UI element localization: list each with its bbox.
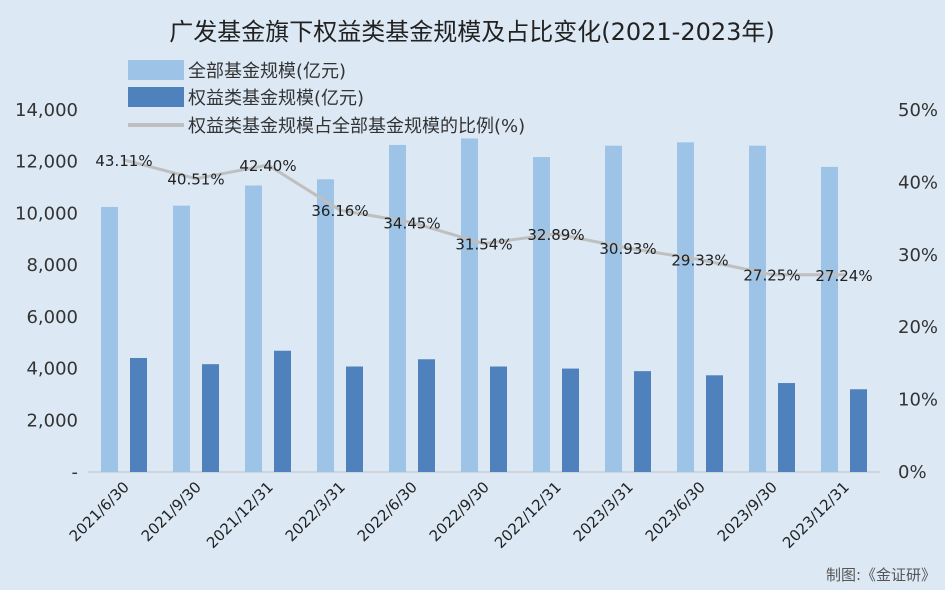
ratio-point-2 [266,163,270,167]
y-left-tick-1: 2,000 [26,410,78,431]
bar-s0-10 [821,166,838,472]
bar-s0-5 [461,138,478,472]
x-tick-7: 2023/3/31 [570,478,637,545]
ratio-line [123,158,845,277]
y-left-tick-6: 12,000 [15,152,78,173]
x-tick-9: 2023/9/30 [714,478,781,545]
pct-label-2: 42.40% [239,157,296,175]
x-tick-8: 2023/6/30 [642,478,709,545]
legend-label-1: 权益类基金规模(亿元) [188,88,364,109]
y-right-tick-1: 10% [898,390,938,411]
bar-s0-0 [101,206,118,472]
ratio-point-1 [194,177,198,181]
pct-label-10: 27.24% [815,267,872,285]
bar-s0-8 [677,142,694,473]
bar-s1-8 [706,375,723,472]
legend-label-2: 权益类基金规模占全部基金规模的比例(%) [188,116,525,137]
y-left-tick-2: 4,000 [26,359,78,380]
bar-s0-2 [245,185,262,472]
ratio-point-7 [626,246,630,250]
bar-s1-2 [274,350,291,472]
legend: 全部基金规模(亿元) 权益类基金规模(亿元) 权益类基金规模占全部基金规模的比例(%… [128,60,525,137]
x-tick-1: 2021/9/30 [138,478,205,545]
legend-swatch-0 [128,60,184,80]
y-left-tick-5: 10,000 [15,203,78,224]
bar-s1-1 [202,364,219,472]
ratio-point-8 [698,258,702,262]
x-tick-0: 2021/6/30 [66,478,133,545]
y-left-tick-4: 8,000 [26,255,78,276]
y-right-tick-5: 50% [898,100,938,121]
ratio-point-9 [770,273,774,277]
y-right-tick-0: 0% [898,462,927,483]
x-tick-3: 2022/3/31 [282,478,349,545]
bar-s1-10 [850,389,867,472]
pct-label-8: 29.33% [671,252,728,270]
source-note: 制图:《金证研》 [826,566,936,584]
bar-s0-4 [389,144,406,472]
legend-label-0: 全部基金规模(亿元) [188,61,346,82]
ratio-point-0 [122,158,126,162]
y-right-tick-3: 30% [898,245,938,266]
bars [101,138,867,473]
x-tick-10: 2023/12/31 [779,478,853,552]
bar-s0-1 [173,205,190,472]
ratio-point-5 [482,242,486,246]
ratio-line-layer [122,158,846,277]
pct-labels: 43.11% 40.51% 42.40% 36.16% 34.45% 31.54% 32.8… [95,152,872,285]
bar-s1-7 [634,371,651,472]
legend-swatch-1 [128,87,184,107]
pct-label-6: 32.89% [527,226,584,244]
ratio-point-10 [842,273,846,277]
bar-s1-6 [562,368,579,472]
bar-s1-0 [130,357,147,472]
pct-label-3: 36.16% [311,202,368,220]
ratio-point-3 [338,208,342,212]
pct-label-5: 31.54% [455,236,512,254]
pct-label-4: 34.45% [383,215,440,233]
pct-label-9: 27.25% [743,267,800,285]
bar-s0-7 [605,145,622,472]
y-left-tick-7: 14,000 [15,100,78,121]
bar-s0-9 [749,145,766,472]
y-left-tick-0: - [72,462,79,483]
bar-s0-6 [533,157,550,472]
y-right-tick-4: 40% [898,172,938,193]
bar-s1-9 [778,383,795,472]
x-tick-6: 2022/12/31 [491,478,565,552]
x-tick-4: 2022/6/30 [354,478,421,545]
bar-s0-3 [317,179,334,472]
bar-s1-5 [490,366,507,472]
ratio-point-4 [410,221,414,225]
ratio-point-6 [554,232,558,236]
pct-label-1: 40.51% [167,171,224,189]
x-tick-2: 2021/12/31 [203,478,277,552]
bar-s1-3 [346,366,363,472]
y-left-tick-3: 6,000 [26,307,78,328]
y-right-tick-2: 20% [898,317,938,338]
chart-title: 广发基金旗下权益类基金规模及占比变化(2021-2023年) [169,18,775,46]
pct-label-7: 30.93% [599,240,656,258]
bar-s1-4 [418,359,435,472]
x-tick-5: 2022/9/30 [426,478,493,545]
pct-label-0: 43.11% [95,152,152,170]
